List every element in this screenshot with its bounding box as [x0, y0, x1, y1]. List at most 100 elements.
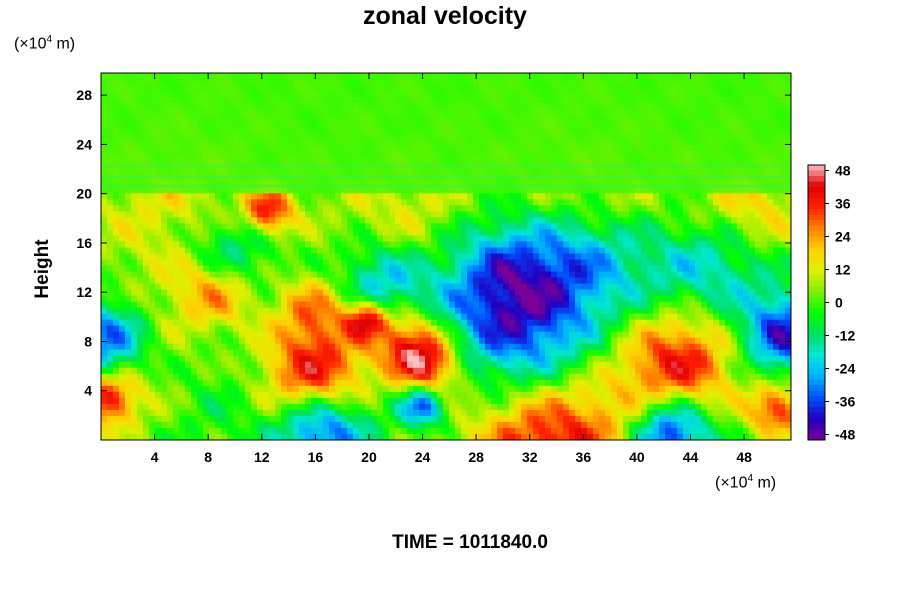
heatmap-cell	[593, 169, 600, 176]
heatmap-cell	[149, 139, 156, 146]
heatmap-cell	[707, 301, 714, 309]
heatmap-cell	[251, 271, 258, 279]
heatmap-cell	[581, 151, 588, 158]
heatmap-cell	[527, 97, 534, 104]
heatmap-cell	[485, 241, 492, 249]
heatmap-cell	[215, 277, 222, 285]
heatmap-cell	[167, 187, 174, 194]
heatmap-cell	[161, 313, 168, 321]
heatmap-cell	[605, 85, 612, 92]
heatmap-cell	[749, 145, 756, 152]
heatmap-cell	[533, 205, 540, 212]
heatmap-cell	[425, 193, 432, 200]
heatmap-cell	[665, 205, 672, 212]
heatmap-cell	[179, 79, 186, 86]
heatmap-cell	[767, 205, 774, 212]
heatmap-cell	[407, 187, 414, 194]
heatmap-cell	[425, 295, 432, 303]
heatmap-cell	[167, 133, 174, 140]
heatmap-cell	[203, 121, 210, 128]
heatmap-cell	[179, 175, 186, 182]
heatmap-cell	[227, 277, 234, 285]
heatmap-cell	[581, 109, 588, 116]
heatmap-cell	[659, 145, 666, 152]
heatmap-cell	[287, 283, 294, 291]
heatmap-cell	[431, 73, 438, 80]
heatmap-cell	[683, 283, 690, 291]
heatmap-cell	[197, 139, 204, 146]
heatmap-cell	[407, 301, 414, 309]
heatmap-cell	[707, 97, 714, 104]
heatmap-cell	[773, 283, 780, 291]
heatmap-cell	[203, 139, 210, 146]
heatmap-cell	[671, 97, 678, 104]
heatmap-cell	[395, 253, 402, 261]
heatmap-cell	[419, 217, 426, 225]
heatmap-cell	[617, 283, 624, 291]
heatmap-cell	[329, 283, 336, 291]
heatmap-cell	[443, 97, 450, 104]
heatmap-cell	[239, 139, 246, 146]
heatmap-cell	[761, 85, 768, 92]
heatmap-cell	[671, 211, 678, 218]
heatmap-cell	[359, 115, 366, 122]
heatmap-cell	[407, 307, 414, 315]
heatmap-cell	[437, 319, 444, 327]
heatmap-cell	[101, 73, 108, 80]
heatmap-cell	[131, 211, 138, 218]
heatmap-cell	[719, 277, 726, 285]
heatmap-cell	[635, 313, 642, 321]
heatmap-cell	[347, 223, 354, 231]
heatmap-cell	[551, 91, 558, 98]
heatmap-cell	[617, 187, 624, 194]
heatmap-cell	[209, 97, 216, 104]
heatmap-cell	[305, 319, 312, 327]
heatmap-cell	[575, 181, 582, 188]
heatmap-cell	[317, 247, 324, 255]
heatmap-cell	[347, 235, 354, 243]
heatmap-cell	[479, 307, 486, 315]
heatmap-cell	[515, 157, 522, 164]
heatmap-cell	[485, 73, 492, 80]
heatmap-cell	[311, 271, 318, 279]
heatmap-cell	[719, 259, 726, 267]
heatmap-cell	[695, 145, 702, 152]
heatmap-cell	[509, 223, 516, 231]
heatmap-cell	[623, 91, 630, 98]
heatmap-cell	[413, 319, 420, 327]
heatmap-cell	[155, 295, 162, 303]
heatmap-cell	[617, 307, 624, 315]
heatmap-cell	[143, 109, 150, 116]
heatmap-cell	[575, 271, 582, 279]
heatmap-cell	[173, 97, 180, 104]
heatmap-cell	[737, 187, 744, 194]
heatmap-cell	[563, 103, 570, 110]
heatmap-cell	[779, 247, 786, 255]
heatmap-cell	[467, 211, 474, 218]
heatmap-cell	[167, 295, 174, 303]
heatmap-cell	[185, 127, 192, 134]
heatmap-cell	[713, 181, 720, 188]
heatmap-cell	[215, 139, 222, 146]
heatmap-cell	[539, 187, 546, 194]
heatmap-cell	[545, 97, 552, 104]
heatmap-cell	[683, 145, 690, 152]
heatmap-cell	[695, 175, 702, 182]
heatmap-cell	[179, 91, 186, 98]
heatmap-cell	[605, 211, 612, 218]
heatmap-cell	[137, 175, 144, 182]
heatmap-cell	[665, 127, 672, 134]
heatmap-cell	[287, 91, 294, 98]
heatmap-cell	[347, 193, 354, 200]
heatmap-cell	[461, 79, 468, 86]
heatmap-cell	[785, 259, 791, 267]
heatmap-cell	[245, 319, 252, 327]
heatmap-cell	[125, 193, 132, 200]
heatmap-cell	[545, 115, 552, 122]
heatmap-cell	[563, 79, 570, 86]
heatmap-cell	[323, 325, 330, 333]
heatmap-cell	[509, 301, 516, 309]
heatmap-cell	[173, 247, 180, 255]
heatmap-cell	[113, 241, 120, 249]
heatmap-cell	[407, 121, 414, 128]
